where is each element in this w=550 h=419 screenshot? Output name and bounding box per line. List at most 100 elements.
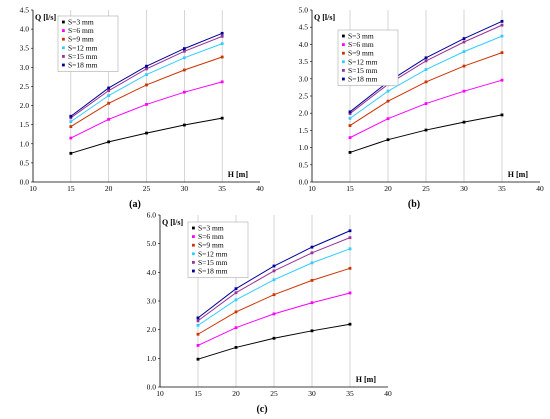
data-point bbox=[348, 112, 352, 115]
data-point bbox=[462, 40, 466, 44]
legend-box bbox=[187, 221, 249, 278]
data-point bbox=[196, 357, 200, 361]
data-point bbox=[196, 316, 200, 320]
y-tick-label: 4.0 bbox=[147, 268, 157, 277]
legend-label: S=3 mm bbox=[198, 224, 224, 233]
data-point bbox=[69, 136, 73, 140]
data-point bbox=[272, 278, 276, 282]
data-point bbox=[145, 83, 148, 87]
y-tick-label: 0.0 bbox=[299, 178, 309, 187]
data-point bbox=[145, 73, 148, 76]
y-tick-label: 0.0 bbox=[20, 178, 30, 187]
y-axis-label: Q [l/s] bbox=[35, 13, 56, 22]
data-point bbox=[386, 89, 390, 93]
x-axis-label: H [m] bbox=[228, 170, 249, 179]
y-tick-label: 3.5 bbox=[20, 44, 30, 53]
legend: S=3 mmS=6 mmS=9 mmS=12 mmS=15 mmS=18 mm bbox=[57, 15, 119, 72]
data-point bbox=[348, 322, 352, 326]
data-point bbox=[348, 291, 352, 295]
data-point bbox=[196, 319, 200, 323]
chart-panel-2: 10 15 20 25 30 35 40 0.0 0.5 1.0 1.5 2.0 2.5 3.0 3.5 4.… bbox=[299, 6, 544, 211]
x-tick-label: 40 bbox=[536, 184, 544, 193]
x-tick-label: 35 bbox=[346, 389, 354, 398]
x-tick-label: 10 bbox=[308, 184, 316, 193]
chart-panel-1: 10 15 20 25 30 35 40 0.0 0.5 1.0 1.5 2.0 2.5 3.0 3.5 4.… bbox=[20, 6, 264, 211]
data-point bbox=[462, 64, 466, 68]
data-point bbox=[310, 278, 314, 282]
x-tick-label: 30 bbox=[308, 389, 316, 398]
legend-marker bbox=[192, 235, 195, 238]
y-tick-label: 1.0 bbox=[299, 143, 309, 152]
data-point bbox=[220, 34, 224, 38]
legend-marker bbox=[62, 37, 65, 41]
chart-caption: (a) bbox=[129, 199, 141, 210]
legend-marker bbox=[342, 43, 345, 46]
data-point bbox=[424, 56, 428, 60]
legend-label: S=9 mm bbox=[68, 35, 94, 44]
data-point bbox=[69, 116, 73, 120]
y-tick-label: 3.5 bbox=[299, 57, 309, 66]
x-tick-label: 25 bbox=[270, 389, 278, 398]
y-tick-label: 0.5 bbox=[299, 160, 309, 169]
data-point bbox=[145, 64, 148, 68]
data-point bbox=[462, 89, 466, 93]
data-point bbox=[182, 123, 186, 127]
x-tick-label: 20 bbox=[105, 184, 113, 193]
data-point bbox=[69, 114, 73, 118]
data-point bbox=[424, 102, 428, 105]
data-point bbox=[424, 128, 428, 132]
data-point bbox=[500, 34, 504, 38]
x-tick-label: 25 bbox=[143, 184, 151, 193]
legend-marker bbox=[192, 243, 195, 247]
data-point bbox=[234, 291, 238, 295]
data-point bbox=[272, 269, 276, 273]
legend: S=3 mmS=6 mmS=9 mmS=12 mmS=15 mmS=18 mm bbox=[187, 221, 249, 278]
data-point bbox=[348, 151, 352, 154]
data-point bbox=[462, 120, 466, 124]
y-tick-label: 4.5 bbox=[20, 6, 30, 15]
data-point bbox=[145, 131, 148, 135]
y-axis-label: Q [l/s] bbox=[314, 13, 335, 22]
legend-marker bbox=[342, 51, 345, 55]
chart-caption: (b) bbox=[408, 199, 420, 210]
data-point bbox=[107, 89, 111, 93]
data-point bbox=[234, 287, 238, 291]
x-tick-label: 15 bbox=[346, 184, 354, 193]
y-axis-label: Q [l/s] bbox=[162, 218, 183, 227]
data-point bbox=[386, 117, 390, 121]
data-point bbox=[386, 138, 390, 142]
data-point bbox=[107, 117, 111, 121]
x-tick-label: 20 bbox=[232, 389, 240, 398]
y-tick-label: 3.0 bbox=[20, 63, 30, 72]
data-point bbox=[220, 80, 224, 84]
data-point bbox=[182, 90, 186, 94]
chart-panel-3: 10 15 20 25 30 35 40 0.0 1.0 2.0 3.0 4.0 5.0 6.0 Q [l/… bbox=[147, 211, 392, 416]
legend-box bbox=[337, 29, 399, 86]
legend-label: S=18 mm bbox=[68, 61, 98, 70]
y-tick-label: 5.0 bbox=[147, 239, 157, 248]
y-tick-label: 6.0 bbox=[147, 211, 157, 220]
y-tick-label: 3.0 bbox=[299, 74, 309, 83]
legend-marker bbox=[342, 77, 345, 81]
data-point bbox=[348, 247, 352, 251]
x-tick-label: 10 bbox=[156, 389, 164, 398]
data-point bbox=[386, 99, 390, 103]
legend-label: S=15 mm bbox=[68, 52, 98, 61]
legend-label: S=12 mm bbox=[198, 249, 228, 258]
data-point bbox=[182, 68, 186, 72]
y-tick-label: 2.5 bbox=[20, 82, 30, 91]
data-point bbox=[145, 103, 148, 106]
x-tick-label: 15 bbox=[67, 184, 75, 193]
data-point bbox=[272, 264, 276, 268]
legend-label: S=6 mm bbox=[68, 26, 94, 35]
legend-marker bbox=[192, 226, 195, 230]
data-point bbox=[462, 37, 466, 40]
x-axis-label: H [m] bbox=[356, 375, 377, 384]
data-point bbox=[196, 344, 200, 347]
chart-caption: (c) bbox=[256, 404, 267, 415]
legend-label: S=6 mm bbox=[198, 232, 224, 241]
legend-marker bbox=[192, 269, 195, 273]
y-tick-label: 1.0 bbox=[147, 354, 157, 363]
x-tick-label: 20 bbox=[384, 184, 392, 193]
